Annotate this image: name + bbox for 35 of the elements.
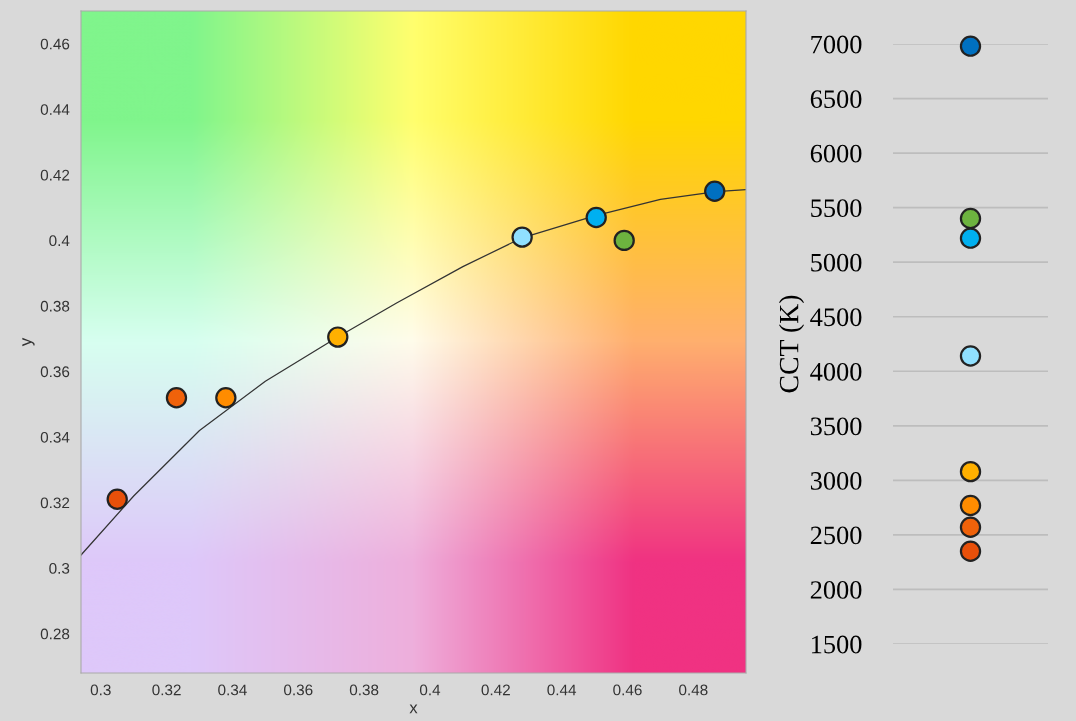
y-tick-label: 0.34 xyxy=(40,431,70,443)
y-tick-label: 6500 xyxy=(810,90,862,108)
y-tick-label: 0.32 xyxy=(40,497,70,509)
y-tick-label: 0.38 xyxy=(40,300,70,312)
x-tick-label: 0.38 xyxy=(349,684,379,696)
y-tick-label: 3500 xyxy=(810,417,862,436)
x-tick-label: 0.4 xyxy=(419,684,441,696)
y-tick-label: 5000 xyxy=(811,253,862,272)
x-tick-label: 0.32 xyxy=(152,684,181,696)
y-tick-label: 6000 xyxy=(810,144,862,163)
x-tick-label: 0.34 xyxy=(218,684,247,696)
y-tick-label: 0.4 xyxy=(49,235,70,247)
x-tick-label: 0.48 xyxy=(679,684,708,696)
y-tick-label: 2000 xyxy=(810,581,862,599)
y-tick-label: 0.3 xyxy=(49,563,70,574)
y-tick-label: 2500 xyxy=(810,526,862,545)
y-axis-title: y xyxy=(22,337,35,347)
y-tick-label: 0.44 xyxy=(40,104,70,115)
y-tick-label: 7000 xyxy=(811,35,862,54)
y-tick-label: 0.28 xyxy=(40,628,70,640)
y-tick-label: 5500 xyxy=(811,199,862,218)
y-tick-label: 4500 xyxy=(810,308,862,327)
x-tick-label: 0.36 xyxy=(284,684,313,696)
y-tick-label: 0.46 xyxy=(40,38,70,50)
y-axis-title: CCT (K) xyxy=(778,295,805,393)
y-tick-label: 0.42 xyxy=(40,169,70,181)
x-tick-label: 0.46 xyxy=(613,684,642,696)
x-tick-label: 0.3 xyxy=(90,684,111,696)
x-tick-label: 0.42 xyxy=(481,684,510,696)
x-tick-label: 0.44 xyxy=(547,684,577,696)
y-tick-label: 3000 xyxy=(810,471,862,490)
y-tick-label: 1500 xyxy=(811,635,862,654)
y-tick-label: 0.36 xyxy=(40,366,70,378)
x-axis-title: x xyxy=(409,704,418,714)
y-tick-label: 4000 xyxy=(810,362,862,381)
